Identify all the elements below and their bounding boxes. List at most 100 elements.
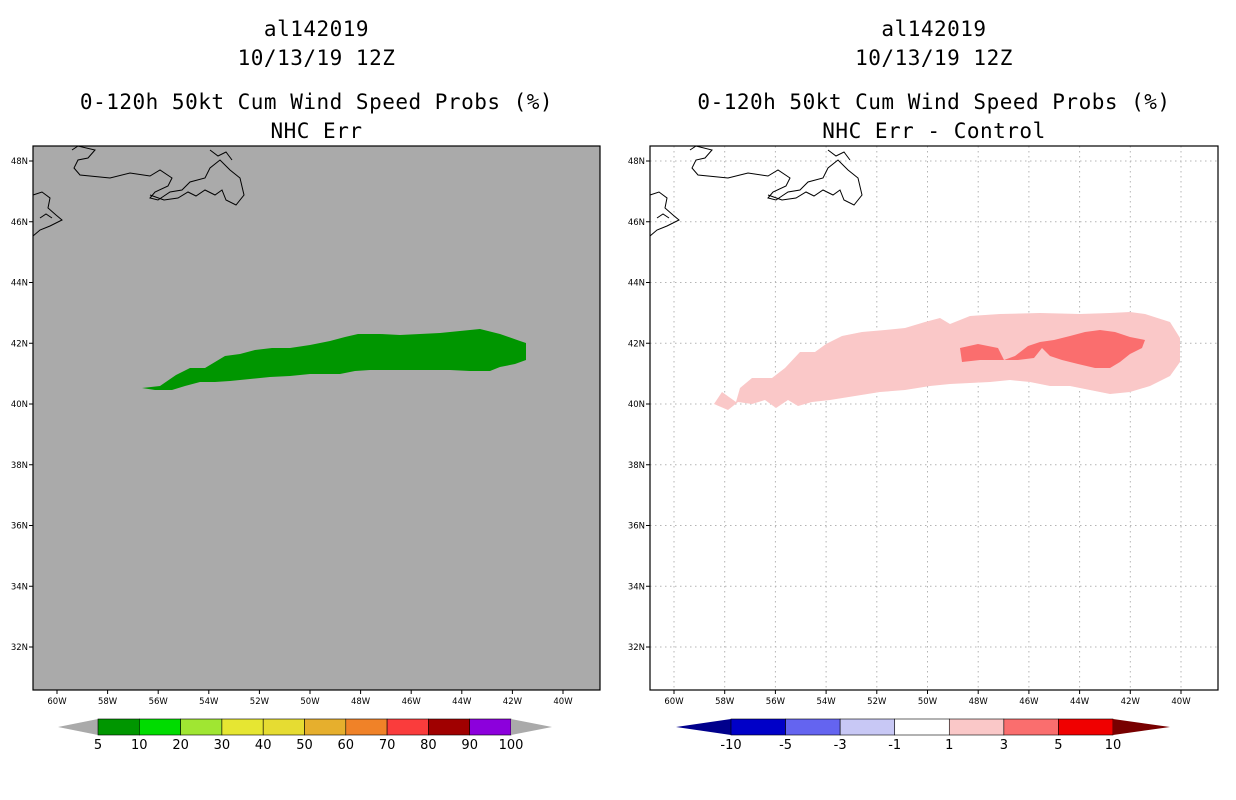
left-colorbar-label: 40 bbox=[255, 738, 272, 753]
left-colorbar-label: 80 bbox=[420, 738, 437, 753]
left-lat-label: 48N bbox=[11, 157, 28, 167]
left-colorbar-box bbox=[428, 718, 470, 736]
left-colorbar-box bbox=[262, 718, 305, 736]
left-colorbar-label: 50 bbox=[296, 738, 313, 753]
right-lon-label: 58W bbox=[715, 697, 735, 707]
right-colorbar-label: -1 bbox=[888, 738, 901, 753]
right-lon-label: 48W bbox=[969, 697, 989, 707]
left-axes: 60W 58W 56W 54W 52W 50W 48W 46W 44W 42W 40W 32N 34N 3… bbox=[11, 157, 573, 707]
left-map: 60W 58W 56W 54W 52W 50W 48W 46W 44W 42W 40W 32N 34N 3… bbox=[11, 145, 601, 707]
right-colorbar-box bbox=[1003, 718, 1059, 736]
right-lon-label: 50W bbox=[918, 697, 938, 707]
right-lon-label: 60W bbox=[664, 697, 684, 707]
left-colorbar-label: 60 bbox=[338, 738, 355, 753]
left-colorbar-label: 100 bbox=[499, 738, 524, 753]
left-colorbar-box bbox=[304, 718, 347, 736]
right-gridlines bbox=[650, 146, 1218, 690]
left-colorbar-box bbox=[97, 718, 140, 736]
left-lon-label: 56W bbox=[149, 697, 169, 707]
left-colorbar-box bbox=[221, 718, 264, 736]
right-product-title: 0-120h 50kt Cum Wind Speed Probs (%) bbox=[697, 90, 1171, 114]
right-lon-label: 42W bbox=[1121, 697, 1141, 707]
left-lat-label: 40N bbox=[11, 400, 28, 410]
left-coastline bbox=[32, 145, 245, 237]
right-lat-label: 32N bbox=[628, 643, 645, 653]
right-colorbar-label: 5 bbox=[1054, 738, 1062, 753]
left-lat-label: 36N bbox=[11, 522, 28, 532]
left-map-frame bbox=[32, 145, 601, 691]
right-colorbar-label: 3 bbox=[1000, 738, 1008, 753]
left-lon-label: 40W bbox=[553, 697, 573, 707]
left-colorbar-box bbox=[139, 718, 181, 736]
right-colorbar-label: -10 bbox=[720, 738, 741, 753]
right-colorbar-box bbox=[894, 718, 950, 736]
left-colorbar-label: 30 bbox=[214, 738, 231, 753]
right-lat-label: 44N bbox=[628, 279, 645, 289]
right-lat-label: 34N bbox=[628, 582, 645, 592]
left-colorbar-label: 20 bbox=[172, 738, 189, 753]
right-lat-label: 40N bbox=[628, 400, 645, 410]
left-colorbar-box bbox=[180, 718, 223, 736]
left-map-background bbox=[33, 146, 600, 690]
right-lon-label: 52W bbox=[867, 697, 887, 707]
left-product-title: 0-120h 50kt Cum Wind Speed Probs (%) bbox=[79, 90, 554, 114]
right-colorbar-box bbox=[1058, 718, 1114, 736]
left-lon-label: 60W bbox=[47, 697, 67, 707]
right-diff-light-area bbox=[714, 312, 1180, 410]
right-colorbar-under-arrow bbox=[676, 719, 731, 735]
left-lat-label: 46N bbox=[11, 218, 28, 228]
left-colorbar-box bbox=[386, 718, 429, 736]
left-colorbar-boxes bbox=[97, 718, 512, 736]
right-lon-label: 44W bbox=[1070, 697, 1090, 707]
left-lat-label: 44N bbox=[11, 279, 28, 289]
left-probability-swath bbox=[142, 329, 526, 390]
right-colorbar-over-arrow bbox=[1113, 719, 1170, 735]
left-colorbar-label: 90 bbox=[461, 738, 478, 753]
right-colorbar-label: 1 bbox=[945, 738, 953, 753]
right-lon-label: 56W bbox=[766, 697, 786, 707]
left-lon-label: 58W bbox=[98, 697, 118, 707]
right-colorbar-label: -3 bbox=[834, 738, 847, 753]
left-colorbar-box bbox=[469, 718, 512, 736]
right-colorbar-labels: -10 -5 -3 -1 1 3 5 10 bbox=[720, 738, 1121, 753]
left-colorbar-label: 70 bbox=[379, 738, 396, 753]
right-colorbar-box bbox=[730, 718, 786, 736]
left-datetime: 10/13/19 12Z bbox=[237, 46, 396, 70]
right-map-background bbox=[650, 146, 1218, 690]
left-lon-label: 48W bbox=[351, 697, 371, 707]
left-lat-label: 32N bbox=[11, 643, 28, 653]
right-map: 60W 58W 56W 54W 52W 50W 48W 46W 44W 42W 40W 32N 34N 3… bbox=[628, 145, 1219, 707]
left-lon-label: 42W bbox=[503, 697, 523, 707]
right-lon-label: 46W bbox=[1019, 697, 1039, 707]
right-colorbar-boxes bbox=[730, 718, 1114, 736]
right-colorbar-label: -5 bbox=[779, 738, 792, 753]
left-colorbar-labels: 5 10 20 30 40 50 60 70 80 90 100 bbox=[94, 738, 524, 753]
left-colorbar-label: 10 bbox=[131, 738, 148, 753]
right-colorbar-box bbox=[948, 718, 1005, 736]
right-lat-label: 38N bbox=[628, 461, 645, 471]
right-subtitle: NHC Err - Control bbox=[822, 119, 1046, 143]
left-colorbar-label: 5 bbox=[94, 738, 102, 753]
right-lat-label: 42N bbox=[628, 339, 645, 349]
right-lon-label: 40W bbox=[1171, 697, 1191, 707]
right-storm-id: al142019 bbox=[881, 17, 987, 41]
left-subtitle: NHC Err bbox=[270, 119, 363, 143]
left-lon-label: 50W bbox=[300, 697, 320, 707]
right-axes: 60W 58W 56W 54W 52W 50W 48W 46W 44W 42W 40W 32N 34N 3… bbox=[628, 157, 1191, 707]
left-lon-label: 54W bbox=[199, 697, 219, 707]
right-colorbar-label: 10 bbox=[1105, 738, 1122, 753]
right-colorbar: -10 -5 -3 -1 1 3 5 10 bbox=[676, 718, 1170, 753]
right-map-frame bbox=[649, 145, 1219, 691]
right-colorbar-box bbox=[839, 718, 896, 736]
left-lon-label: 46W bbox=[402, 697, 422, 707]
right-lat-label: 36N bbox=[628, 522, 645, 532]
left-lat-label: 38N bbox=[11, 461, 28, 471]
left-lon-label: 52W bbox=[250, 697, 270, 707]
left-lat-label: 42N bbox=[11, 339, 28, 349]
right-lat-label: 46N bbox=[628, 218, 645, 228]
right-coastline bbox=[649, 145, 863, 237]
left-colorbar: 5 10 20 30 40 50 60 70 80 90 100 bbox=[58, 718, 552, 753]
right-colorbar-box bbox=[785, 718, 841, 736]
left-storm-id: al142019 bbox=[263, 17, 370, 41]
left-colorbar-over-arrow bbox=[511, 719, 552, 735]
